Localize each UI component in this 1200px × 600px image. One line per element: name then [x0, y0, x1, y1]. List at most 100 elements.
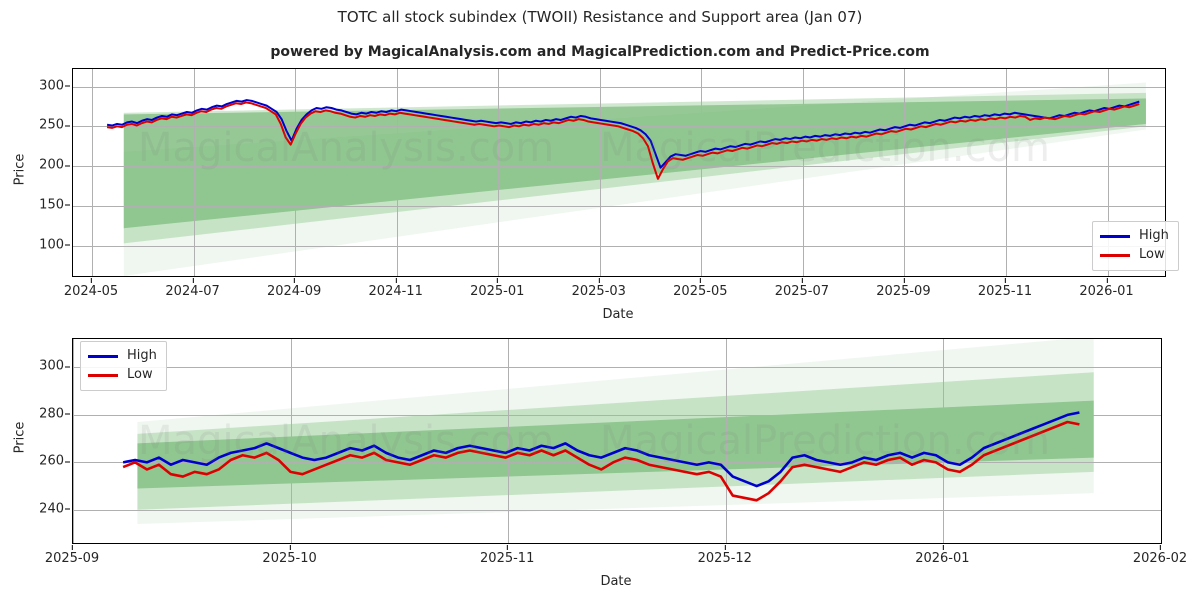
- y-tick-mark: [65, 244, 70, 246]
- x-tick-mark: [801, 278, 803, 283]
- legend-label-low: Low: [1139, 246, 1165, 262]
- detail-plot-area: [73, 339, 1161, 543]
- y-tick-label: 300: [20, 359, 70, 374]
- gridline-vertical: [73, 339, 74, 543]
- legend-swatch-high: [88, 354, 118, 358]
- gridline-vertical: [725, 339, 727, 543]
- x-tick-label: 2024-11: [369, 278, 423, 299]
- band-outer: [137, 339, 1094, 525]
- gridline-vertical: [943, 339, 945, 543]
- y-tick-mark: [65, 125, 70, 127]
- legend-swatch-low: [88, 373, 118, 377]
- x-tick-mark: [598, 278, 600, 283]
- x-tick-mark: [700, 278, 702, 283]
- overview-chart-axes: [72, 68, 1166, 277]
- x-tick-mark: [1159, 545, 1161, 550]
- x-tick-label: 2024-09: [267, 278, 321, 299]
- band-core: [137, 400, 1094, 489]
- gridline-horizontal: [73, 509, 1161, 511]
- y-tick-mark: [65, 413, 70, 415]
- overview-y-axis-label: Price: [12, 153, 28, 185]
- legend-entry-high: High: [88, 347, 157, 366]
- x-tick-mark: [395, 278, 397, 283]
- gridline-vertical: [290, 339, 292, 543]
- x-tick-label: 2025-11: [978, 278, 1032, 299]
- x-tick-mark: [294, 278, 296, 283]
- y-tick-mark: [65, 508, 70, 510]
- legend-swatch-low: [1100, 253, 1130, 257]
- gridline-horizontal: [73, 166, 1165, 168]
- x-tick-label: 2026-02: [1133, 545, 1187, 566]
- x-tick-label: 2026-01: [915, 545, 970, 566]
- price-series-group: [106, 99, 1140, 180]
- overview-plot-area: [73, 69, 1165, 276]
- y-tick-label: 150: [20, 197, 70, 212]
- series-line-low: [122, 420, 1080, 502]
- detail-legend: High Low: [80, 341, 167, 391]
- chart-title: TOTC all stock subindex (TWOII) Resistan…: [337, 8, 863, 26]
- series-line-low: [106, 101, 1140, 180]
- x-tick-mark: [497, 278, 499, 283]
- gridline-vertical: [193, 69, 195, 276]
- x-tick-mark: [903, 278, 905, 283]
- legend-label-high: High: [1139, 228, 1169, 243]
- overview-x-axis-label: Date: [602, 307, 634, 322]
- x-tick-label: 2025-09: [45, 545, 99, 566]
- gridline-vertical: [396, 69, 398, 276]
- legend-entry-low: Low: [88, 366, 157, 385]
- y-tick-mark: [65, 366, 70, 368]
- gridline-horizontal: [73, 245, 1165, 247]
- y-tick-mark: [65, 204, 70, 206]
- legend-label-high: High: [127, 348, 157, 363]
- x-tick-mark: [192, 278, 194, 283]
- x-tick-label: 2025-03: [572, 278, 626, 299]
- series-line-high: [106, 99, 1140, 169]
- chart-subtitle: powered by MagicalAnalysis.com and Magic…: [270, 44, 930, 60]
- x-tick-label: 2025-12: [698, 545, 752, 566]
- gridline-vertical: [701, 69, 703, 276]
- gridline-horizontal: [73, 414, 1161, 416]
- x-tick-label: 2024-05: [64, 278, 118, 299]
- gridline-vertical: [904, 69, 906, 276]
- x-tick-label: 2025-01: [470, 278, 524, 299]
- legend-label-low: Low: [127, 366, 153, 382]
- x-tick-mark: [1004, 278, 1006, 283]
- y-tick-mark: [65, 461, 70, 463]
- x-tick-label: 2026-01: [1079, 278, 1134, 299]
- x-tick-mark: [507, 545, 509, 550]
- gridline-vertical: [1107, 69, 1109, 276]
- legend-entry-high: High: [1100, 227, 1169, 246]
- price-series-group: [122, 411, 1080, 502]
- detail-y-axis-label: Price: [12, 421, 28, 454]
- gridline-horizontal: [73, 367, 1161, 369]
- x-tick-label: 2025-10: [262, 545, 317, 566]
- x-tick-mark: [71, 545, 73, 550]
- gridline-vertical: [498, 69, 500, 276]
- gridline-horizontal: [73, 205, 1165, 207]
- x-tick-mark: [91, 278, 93, 283]
- gridline-vertical: [508, 339, 510, 543]
- y-tick-label: 300: [20, 78, 70, 93]
- gridline-vertical: [599, 69, 601, 276]
- overview-legend: High Low: [1092, 221, 1179, 271]
- gridline-horizontal: [73, 462, 1161, 464]
- x-tick-label: 2025-11: [480, 545, 534, 566]
- y-tick-mark: [65, 165, 70, 167]
- x-tick-label: 2025-05: [673, 278, 727, 299]
- legend-entry-low: Low: [1100, 246, 1169, 265]
- series-line-high: [122, 411, 1080, 488]
- x-tick-label: 2025-07: [775, 278, 829, 299]
- x-tick-mark: [289, 545, 291, 550]
- y-tick-label: 200: [20, 158, 70, 173]
- y-tick-mark: [65, 85, 70, 87]
- legend-swatch-high: [1100, 234, 1130, 238]
- x-tick-mark: [1106, 278, 1108, 283]
- gridline-vertical: [1005, 69, 1007, 276]
- gridline-vertical: [92, 69, 94, 276]
- gridline-vertical: [295, 69, 297, 276]
- detail-x-axis-label: Date: [600, 574, 632, 589]
- gridline-vertical: [802, 69, 804, 276]
- y-tick-label: 100: [20, 237, 70, 252]
- y-tick-label: 250: [20, 118, 70, 133]
